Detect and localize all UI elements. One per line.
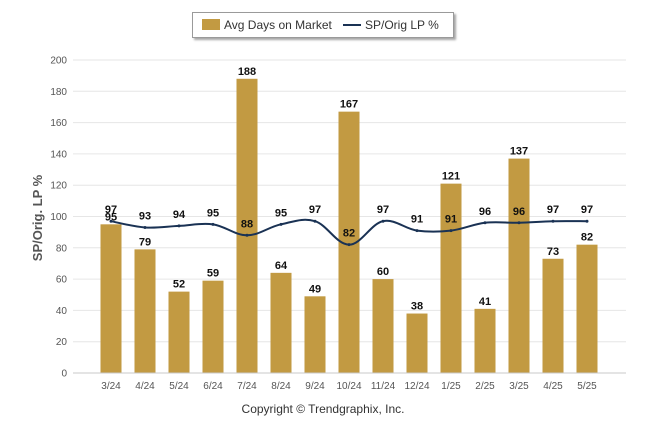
bar [338, 111, 360, 374]
bar-value-label: 167 [340, 99, 358, 111]
axes: 0 20 40 60 80 100 120 140 160 180 200 3/24 4/24 5/24 6… [50, 56, 626, 392]
bar [236, 78, 258, 373]
bar [372, 279, 394, 373]
line-value-label: 95 [207, 207, 219, 219]
legend-line-label: SP/Orig LP % [365, 18, 439, 32]
bar [168, 291, 190, 373]
x-tick-label: 5/25 [577, 381, 597, 392]
bar-value-label: 38 [411, 301, 423, 313]
bar-value-label: 52 [173, 279, 185, 291]
line-point [279, 222, 283, 226]
y-tick-label: 160 [50, 118, 67, 129]
line-value-label: 97 [377, 204, 389, 216]
x-tick-label: 10/24 [336, 381, 361, 392]
line-value-label: 95 [275, 207, 287, 219]
legend-bar-label: Avg Days on Market [224, 18, 332, 32]
bar [202, 280, 224, 373]
bar-value-label: 64 [275, 260, 288, 272]
line-value-label: 88 [241, 218, 253, 230]
y-tick-label: 180 [50, 87, 67, 98]
line-point [415, 229, 419, 233]
line-value-label: 91 [445, 214, 457, 226]
bar-series [100, 78, 598, 374]
x-tick-label: 7/24 [237, 381, 257, 392]
x-tick-label: 9/24 [305, 381, 325, 392]
line-value-label: 82 [343, 228, 355, 240]
line-point [211, 222, 215, 226]
line-point [109, 219, 113, 223]
line-value-label: 97 [547, 204, 559, 216]
bar-value-label: 82 [581, 232, 593, 244]
line-value-label: 94 [173, 209, 186, 221]
line-series [109, 218, 589, 247]
y-tick-label: 120 [50, 181, 67, 192]
x-tick-label: 2/25 [475, 381, 495, 392]
line-point [517, 221, 521, 225]
bar-value-label: 79 [139, 236, 151, 248]
line-point [483, 221, 487, 225]
line-value-label: 97 [105, 204, 117, 216]
x-tick-label: 11/24 [371, 381, 396, 392]
data-labels: 95 79 52 59 188 64 49 167 60 38 121 41 137 73 82 97 93 94… [105, 66, 593, 313]
bar-value-label: 41 [479, 296, 491, 308]
legend-line-swatch [343, 24, 361, 26]
y-tick-label: 200 [50, 56, 67, 67]
bar [304, 296, 326, 373]
line-point [449, 229, 453, 233]
line-value-label: 91 [411, 214, 423, 226]
line-point [177, 224, 181, 228]
x-tick-label: 4/25 [543, 381, 563, 392]
bar-value-label: 60 [377, 266, 389, 278]
x-tick-label: 8/24 [271, 381, 291, 392]
y-axis-title: SP/Orig. LP % [30, 174, 45, 261]
line-point [347, 243, 351, 247]
y-tick-label: 0 [61, 369, 67, 380]
bar-value-label: 73 [547, 246, 559, 258]
bar [406, 313, 428, 373]
line-value-label: 97 [309, 204, 321, 216]
line-point [143, 225, 147, 229]
bar-value-label: 137 [510, 146, 528, 158]
bar-value-label: 121 [442, 171, 460, 183]
x-tick-label: 5/24 [169, 381, 189, 392]
bar [474, 308, 496, 373]
line-value-label: 93 [139, 210, 151, 222]
bar [576, 244, 598, 373]
bar [508, 158, 530, 373]
y-tick-label: 80 [56, 243, 68, 254]
bar [100, 224, 122, 373]
line-point [245, 233, 249, 237]
bar [270, 272, 292, 373]
y-tick-label: 140 [50, 149, 67, 160]
y-tick-label: 60 [56, 275, 68, 286]
line-point [313, 219, 317, 223]
x-tick-label: 3/24 [101, 381, 121, 392]
x-tick-label: 3/25 [509, 381, 529, 392]
y-tick-label: 20 [56, 337, 68, 348]
legend-bar-swatch [202, 19, 220, 30]
line-value-label: 97 [581, 204, 593, 216]
copyright-text: Copyright © Trendgraphix, Inc. [241, 402, 405, 416]
y-tick-label: 40 [56, 306, 68, 317]
line-value-label: 96 [513, 206, 525, 218]
line-point [585, 219, 589, 223]
bar [440, 183, 462, 373]
x-tick-label: 1/25 [441, 381, 461, 392]
bar [134, 249, 156, 373]
x-tick-label: 12/24 [404, 381, 429, 392]
bar-value-label: 188 [238, 66, 256, 78]
bar-value-label: 59 [207, 268, 219, 280]
y-tick-label: 100 [50, 212, 67, 223]
bar [542, 258, 564, 373]
x-tick-label: 6/24 [203, 381, 223, 392]
chart-legend: Avg Days on Market SP/Orig LP % [192, 12, 454, 38]
line-value-label: 96 [479, 206, 491, 218]
bar-value-label: 49 [309, 283, 321, 295]
line-point [381, 219, 385, 223]
line-point [551, 219, 555, 223]
bar-value-label: 95 [105, 211, 117, 223]
x-tick-label: 4/24 [135, 381, 155, 392]
